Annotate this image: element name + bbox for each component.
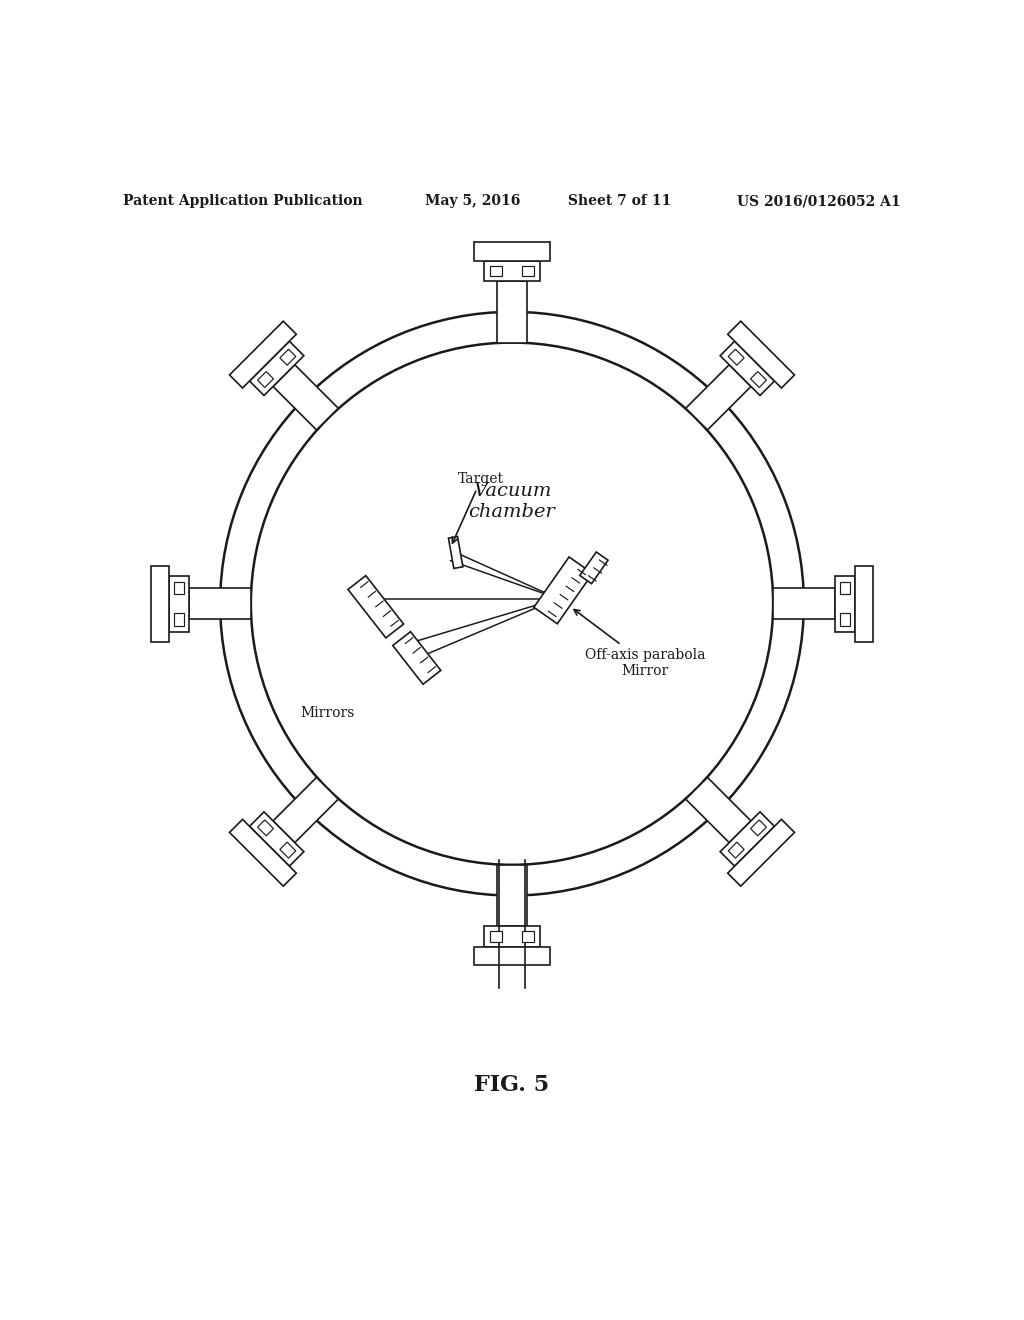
Polygon shape <box>229 820 296 886</box>
Polygon shape <box>720 812 774 866</box>
Polygon shape <box>250 341 304 396</box>
Polygon shape <box>521 265 534 276</box>
Polygon shape <box>258 820 273 836</box>
Polygon shape <box>728 842 744 858</box>
Circle shape <box>251 343 773 865</box>
Polygon shape <box>497 281 527 343</box>
Polygon shape <box>151 566 169 642</box>
Polygon shape <box>483 260 541 281</box>
Polygon shape <box>580 552 608 583</box>
Polygon shape <box>393 632 440 684</box>
Circle shape <box>220 312 804 895</box>
Text: FIG. 5: FIG. 5 <box>474 1074 550 1096</box>
Polygon shape <box>490 265 503 276</box>
Polygon shape <box>728 350 744 366</box>
Polygon shape <box>728 321 795 388</box>
Polygon shape <box>348 576 403 638</box>
Polygon shape <box>229 321 296 388</box>
Polygon shape <box>169 576 189 632</box>
Polygon shape <box>273 364 338 430</box>
Polygon shape <box>521 932 534 941</box>
Polygon shape <box>174 582 184 594</box>
Text: Patent Application Publication: Patent Application Publication <box>123 194 362 209</box>
Text: Sheet 7 of 11: Sheet 7 of 11 <box>568 194 672 209</box>
Text: US 2016/0126052 A1: US 2016/0126052 A1 <box>737 194 901 209</box>
Polygon shape <box>280 842 296 858</box>
Polygon shape <box>840 614 850 626</box>
Polygon shape <box>534 557 593 624</box>
Polygon shape <box>773 589 835 619</box>
Polygon shape <box>273 777 338 842</box>
Polygon shape <box>835 576 855 632</box>
Polygon shape <box>686 364 751 430</box>
Text: Vacuum
chamber: Vacuum chamber <box>469 482 555 520</box>
Polygon shape <box>728 820 795 886</box>
Polygon shape <box>280 350 296 366</box>
Polygon shape <box>474 946 550 965</box>
Polygon shape <box>449 536 463 569</box>
Polygon shape <box>751 371 766 388</box>
Text: Off-axis parabola
Mirror: Off-axis parabola Mirror <box>574 610 706 678</box>
Polygon shape <box>840 582 850 594</box>
Polygon shape <box>497 865 527 927</box>
Polygon shape <box>490 932 503 941</box>
Polygon shape <box>474 242 550 260</box>
Polygon shape <box>686 777 751 842</box>
Polygon shape <box>855 566 873 642</box>
Polygon shape <box>720 341 774 396</box>
Polygon shape <box>250 812 304 866</box>
Polygon shape <box>189 589 251 619</box>
Polygon shape <box>751 820 766 836</box>
Text: May 5, 2016: May 5, 2016 <box>425 194 520 209</box>
Text: Mirrors: Mirrors <box>300 706 355 721</box>
Polygon shape <box>174 614 184 626</box>
Polygon shape <box>483 927 541 946</box>
Polygon shape <box>258 371 273 388</box>
Text: Target: Target <box>453 473 504 543</box>
